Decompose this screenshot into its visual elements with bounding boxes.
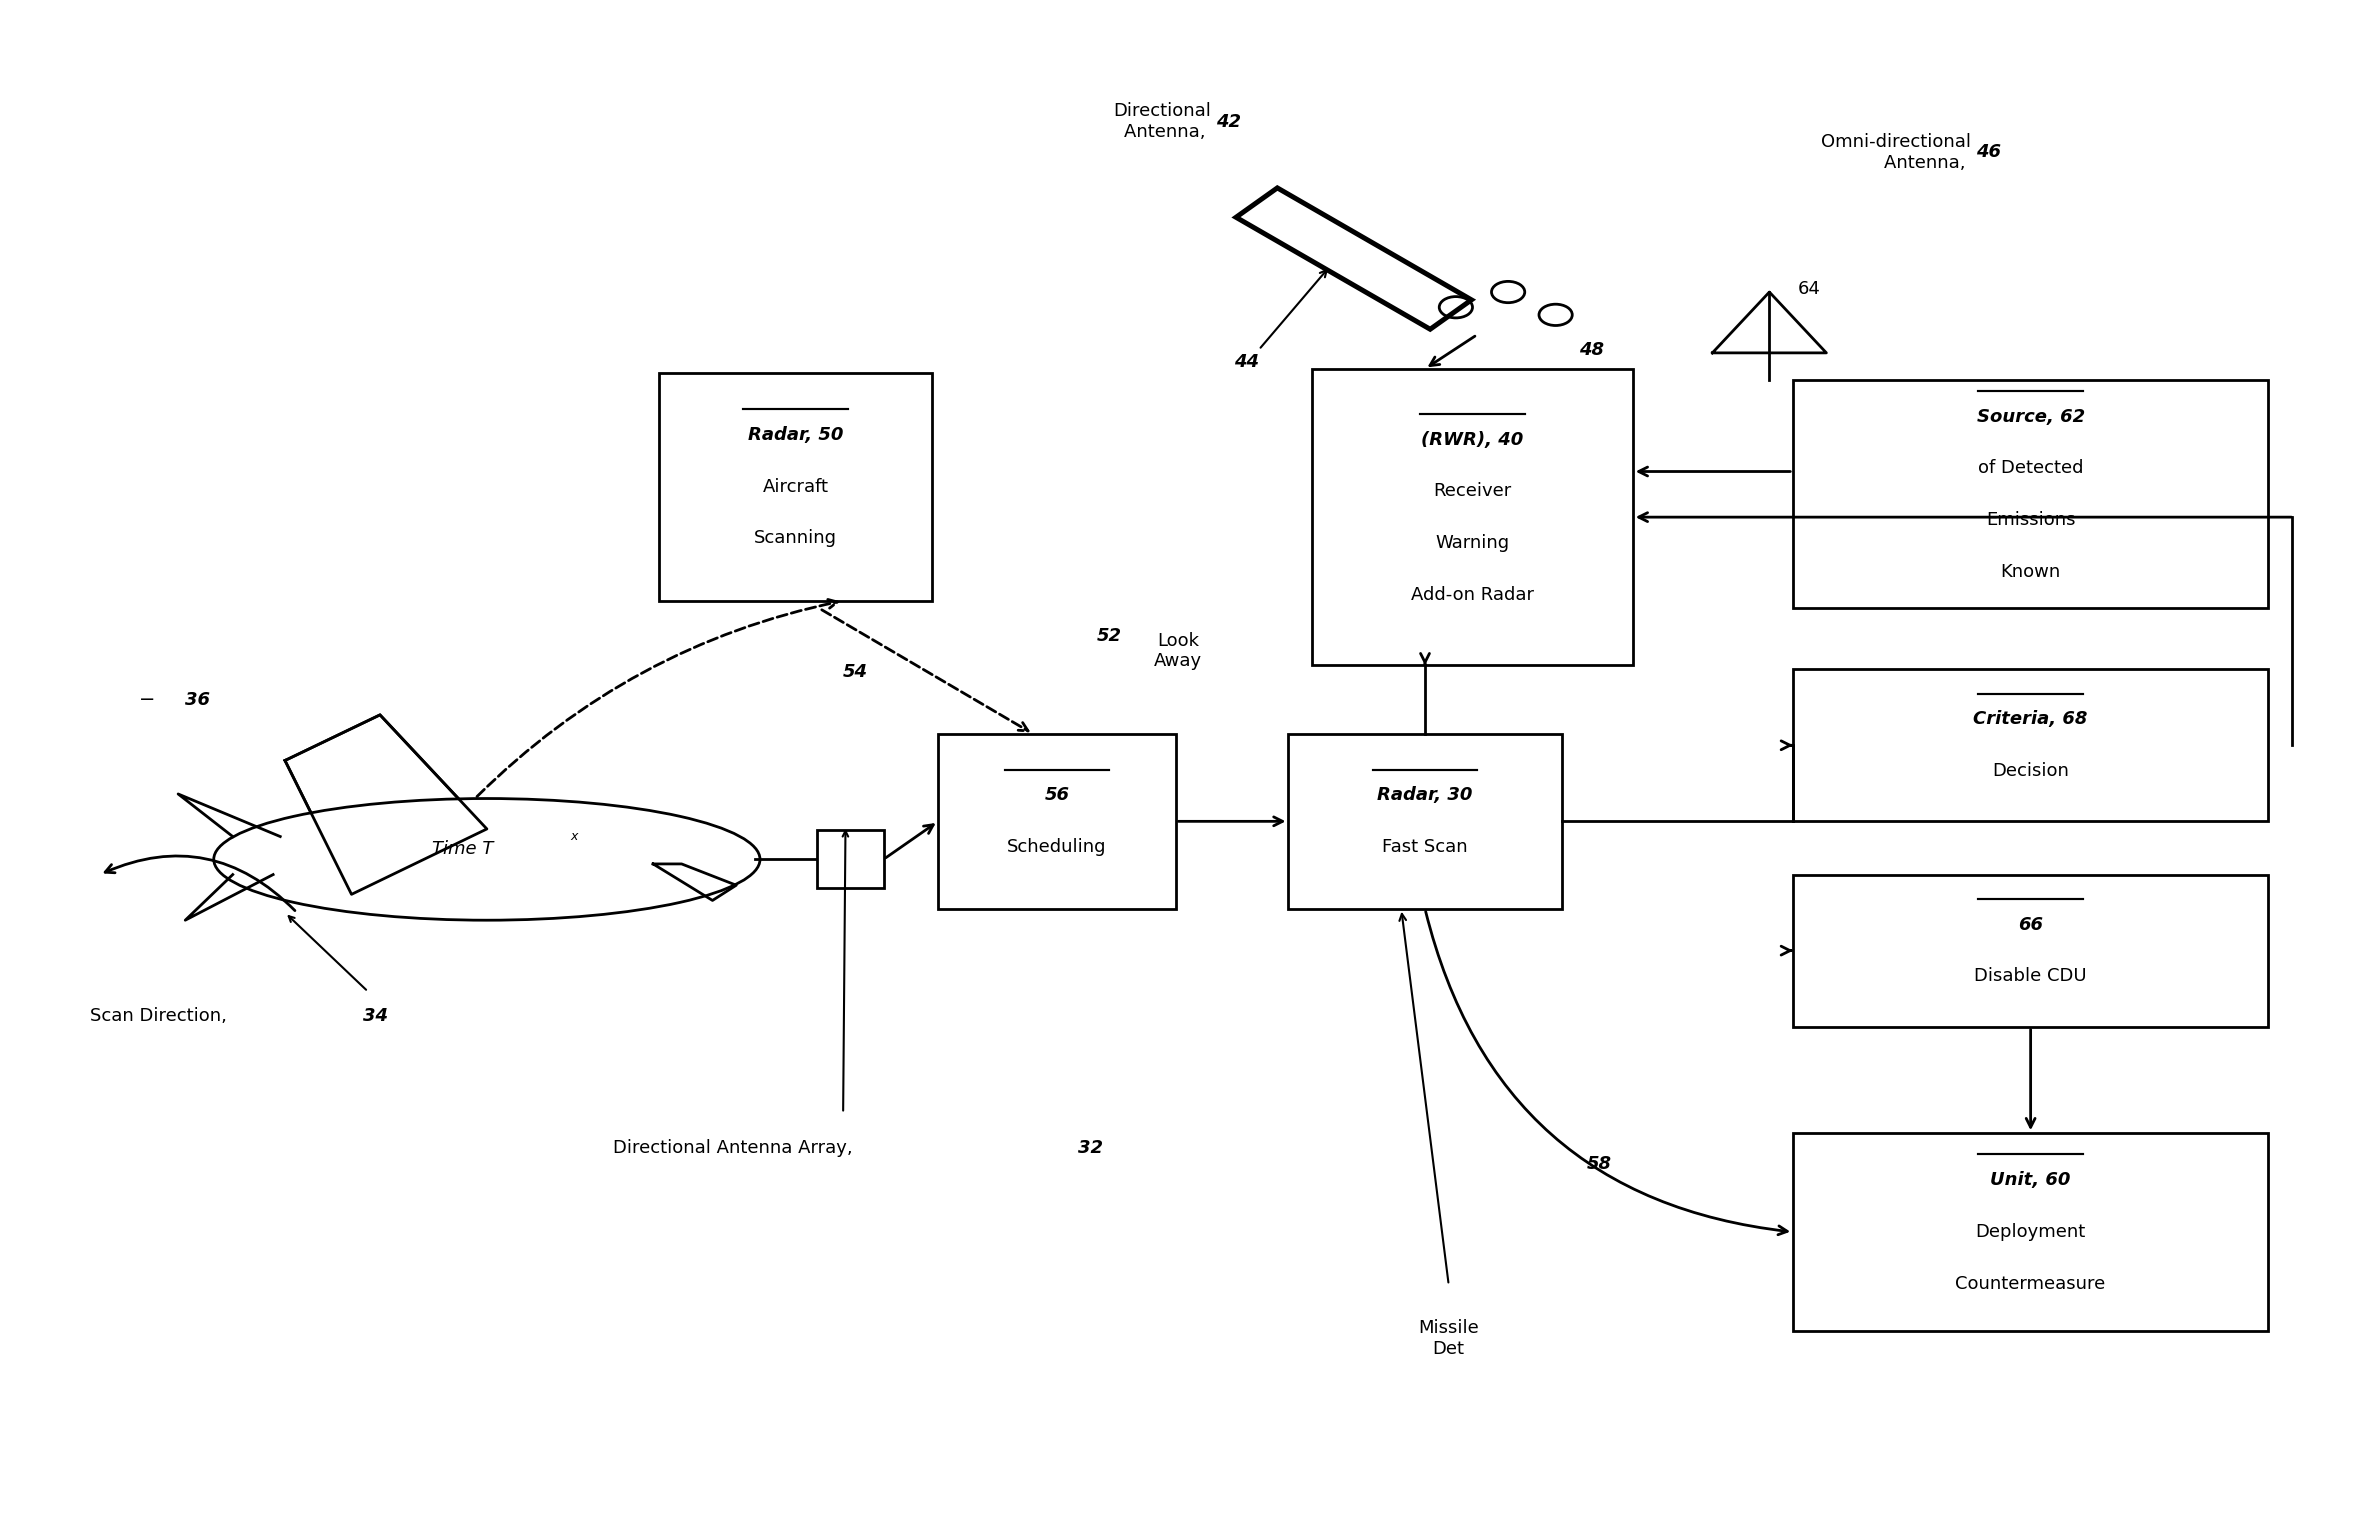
Text: 44: 44	[1233, 353, 1259, 371]
Text: of Detected: of Detected	[1978, 459, 2083, 478]
Text: Disable CDU: Disable CDU	[1974, 967, 2088, 986]
Text: 46: 46	[1976, 143, 2002, 161]
Text: Aircraft: Aircraft	[762, 478, 829, 496]
Text: Radar, 50: Radar, 50	[748, 426, 843, 444]
FancyBboxPatch shape	[1793, 669, 2268, 821]
Text: 66: 66	[2019, 916, 2042, 934]
Text: Fast Scan: Fast Scan	[1382, 838, 1468, 856]
Text: Omni-directional
Antenna,: Omni-directional Antenna,	[1822, 132, 1971, 172]
Text: Source, 62: Source, 62	[1976, 408, 2085, 426]
Text: Receiver: Receiver	[1434, 482, 1510, 500]
Text: 54: 54	[843, 663, 869, 681]
Text: Directional
Antenna,: Directional Antenna,	[1114, 102, 1211, 141]
Text: 56: 56	[1045, 786, 1069, 805]
Text: 42: 42	[1216, 113, 1242, 131]
FancyBboxPatch shape	[1287, 733, 1563, 908]
Text: Decision: Decision	[1993, 762, 2069, 780]
FancyBboxPatch shape	[1793, 875, 2268, 1027]
Text: x: x	[570, 830, 577, 843]
FancyBboxPatch shape	[1793, 1133, 2268, 1331]
FancyBboxPatch shape	[660, 373, 931, 601]
Text: Unit, 60: Unit, 60	[1990, 1171, 2071, 1189]
FancyBboxPatch shape	[938, 733, 1176, 908]
Text: Scan Direction,: Scan Direction,	[90, 1007, 233, 1025]
Text: −: −	[140, 691, 154, 709]
Text: 36: 36	[185, 691, 211, 709]
FancyBboxPatch shape	[817, 830, 884, 888]
Text: (RWR), 40: (RWR), 40	[1420, 430, 1525, 449]
Text: 64: 64	[1798, 280, 1822, 298]
Text: Deployment: Deployment	[1976, 1223, 2085, 1241]
Text: 34: 34	[363, 1007, 390, 1025]
Text: Countermeasure: Countermeasure	[1955, 1275, 2107, 1293]
Text: Criteria, 68: Criteria, 68	[1974, 710, 2088, 729]
Text: Add-on Radar: Add-on Radar	[1411, 586, 1534, 604]
FancyBboxPatch shape	[1793, 380, 2268, 608]
Text: Radar, 30: Radar, 30	[1378, 786, 1472, 805]
Text: Known: Known	[2000, 563, 2062, 581]
Text: 32: 32	[1078, 1139, 1104, 1157]
Text: Directional Antenna Array,: Directional Antenna Array,	[613, 1139, 857, 1157]
FancyBboxPatch shape	[1235, 189, 1472, 329]
Text: Warning: Warning	[1434, 534, 1510, 552]
Text: 52: 52	[1097, 627, 1123, 645]
Text: Emissions: Emissions	[1986, 511, 2076, 529]
Text: Time T: Time T	[432, 840, 494, 858]
Text: Scanning: Scanning	[755, 529, 836, 548]
Text: Missile
Det: Missile Det	[1418, 1319, 1480, 1358]
Ellipse shape	[214, 799, 760, 920]
Text: 48: 48	[1579, 341, 1606, 359]
Text: Scheduling: Scheduling	[1007, 838, 1107, 856]
FancyBboxPatch shape	[1311, 368, 1634, 666]
Text: 58: 58	[1586, 1154, 1613, 1173]
Polygon shape	[285, 715, 487, 894]
Text: Look
Away: Look Away	[1154, 631, 1202, 671]
